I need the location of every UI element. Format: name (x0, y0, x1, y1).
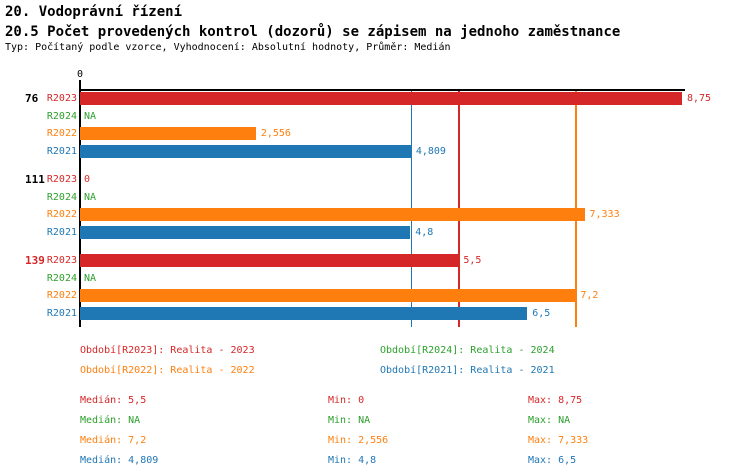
series-label: R2023 (46, 255, 77, 266)
bar (80, 208, 585, 221)
y-axis-line (79, 80, 81, 327)
max-stat: Max: NA (528, 415, 571, 426)
max-stat: Max: 7,333 (528, 435, 589, 446)
min-stat: Min: 4,8 (328, 455, 377, 466)
bar-value-label: 8,75 (687, 93, 712, 104)
series-label: R2022 (46, 209, 77, 220)
series-label: R2022 (46, 290, 77, 301)
bar-value-label: 4,809 (415, 145, 446, 157)
bar (80, 306, 528, 320)
series-label: R2021 (46, 307, 77, 319)
median-stat: Medián: 7,2 (80, 435, 147, 446)
series-label: R2023 (46, 174, 77, 185)
category-label: 111 (25, 173, 45, 186)
legend-item: Období[R2024]: Realita - 2024 (380, 345, 555, 356)
bar-value-label: 5,5 (463, 255, 482, 266)
bar (80, 127, 256, 140)
min-stat: Min: NA (328, 415, 371, 426)
legend-item: Období[R2023]: Realita - 2023 (80, 345, 255, 356)
series-label: R2024 (46, 272, 77, 284)
max-stat: Max: 6,5 (528, 455, 577, 466)
legend-item: Období[R2022]: Realita - 2022 (80, 365, 255, 376)
series-label: R2023 (46, 93, 77, 104)
median-stat: Medián: 5,5 (80, 395, 147, 406)
zero-tick-label: 0 (76, 69, 84, 80)
x-axis-line (79, 89, 685, 91)
bar-value-label: 7,333 (589, 209, 620, 220)
bar-value-label: 7,2 (580, 290, 599, 301)
bar-value-label: 0 (84, 174, 91, 185)
series-label: R2021 (46, 145, 77, 157)
series-label: R2022 (46, 128, 77, 139)
legend-item: Období[R2021]: Realita - 2021 (380, 365, 555, 376)
bar-value-label: 4,8 (415, 226, 434, 238)
series-label: R2021 (46, 226, 77, 238)
bar (80, 254, 459, 267)
category-label: 139 (25, 254, 45, 267)
bar-value-label: NA (84, 272, 97, 284)
bar-value-label: NA (84, 191, 97, 203)
min-stat: Min: 0 (328, 395, 365, 406)
min-stat: Min: 2,556 (328, 435, 389, 446)
median-stat: Medián: NA (80, 415, 141, 426)
max-stat: Max: 8,75 (528, 395, 583, 406)
bar-value-label: 2,556 (260, 128, 291, 139)
chart-meta: Typ: Počítaný podle vzorce, Vyhodnocení:… (5, 42, 451, 53)
bar-value-label: NA (84, 110, 97, 122)
series-label: R2024 (46, 191, 77, 203)
category-label: 76 (25, 92, 39, 105)
page-title: 20. Vodoprávní řízení (5, 4, 183, 20)
page-subtitle: 20.5 Počet provedených kontrol (dozorů) … (5, 24, 621, 40)
bar-value-label: 6,5 (532, 307, 551, 319)
series-label: R2024 (46, 110, 77, 122)
bar (80, 289, 576, 302)
bar (80, 225, 411, 239)
bar (80, 144, 411, 158)
bar (80, 92, 682, 105)
median-stat: Medián: 4,809 (80, 455, 159, 466)
